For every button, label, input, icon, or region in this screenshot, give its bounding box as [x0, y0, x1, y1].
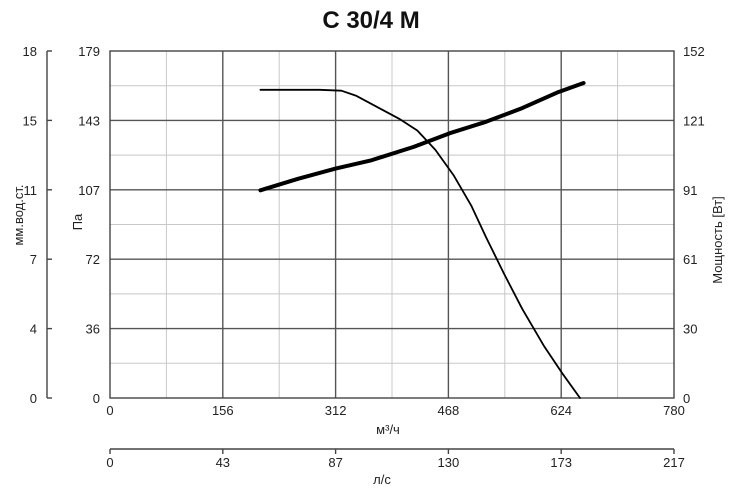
x-tick-label: 468	[438, 403, 460, 418]
x2-tick-label: 173	[550, 455, 572, 470]
x2-tick-label: 43	[216, 455, 230, 470]
x2-tick-label: 87	[328, 455, 342, 470]
y-tick-label: 179	[78, 44, 100, 59]
y-outer-tick-label: 0	[30, 391, 37, 406]
y-outer-tick-label: 11	[24, 183, 38, 198]
y-outer-axis-label: мм.вод.ст.	[11, 184, 26, 245]
y-outer-tick-label: 15	[23, 113, 37, 128]
y-axis-label: Па	[70, 213, 85, 230]
y-right-axis-label: Мощность [Вт]	[710, 196, 725, 284]
x-tick-label: 780	[663, 403, 685, 418]
grid	[110, 51, 674, 398]
y-tick-label: 107	[78, 183, 100, 198]
x2-axis-label: л/с	[373, 472, 391, 487]
x-axis-label: м³/ч	[376, 422, 400, 437]
x-tick-label: 624	[550, 403, 572, 418]
y-outer-tick-label: 18	[23, 44, 37, 59]
y-right-tick-label: 0	[683, 391, 690, 406]
x2-tick-label: 130	[438, 455, 460, 470]
y-right-tick-label: 121	[683, 113, 705, 128]
y-tick-label: 143	[78, 113, 100, 128]
x-tick-label: 0	[106, 403, 113, 418]
pressure-curve	[259, 88, 581, 399]
plot-frame	[109, 50, 675, 399]
series-lines	[258, 81, 586, 399]
y-right-tick-label: 152	[683, 44, 705, 59]
chart-title: C 30/4 M	[322, 7, 419, 34]
y-right-tick-label: 91	[683, 183, 697, 198]
x2-tick-label: 0	[106, 455, 113, 470]
y-outer-tick-label: 7	[30, 252, 37, 267]
x2-tick-label: 217	[663, 455, 685, 470]
y-right-tick-label: 30	[683, 322, 697, 337]
x-tick-label: 156	[212, 403, 234, 418]
power-curve	[258, 81, 586, 193]
x-tick-label: 312	[325, 403, 347, 418]
y-tick-label: 36	[86, 322, 100, 337]
y-outer-tick-label: 4	[30, 322, 37, 337]
y-tick-label: 0	[93, 391, 100, 406]
y-right-tick-label: 61	[683, 252, 697, 267]
y-tick-label: 72	[86, 252, 100, 267]
